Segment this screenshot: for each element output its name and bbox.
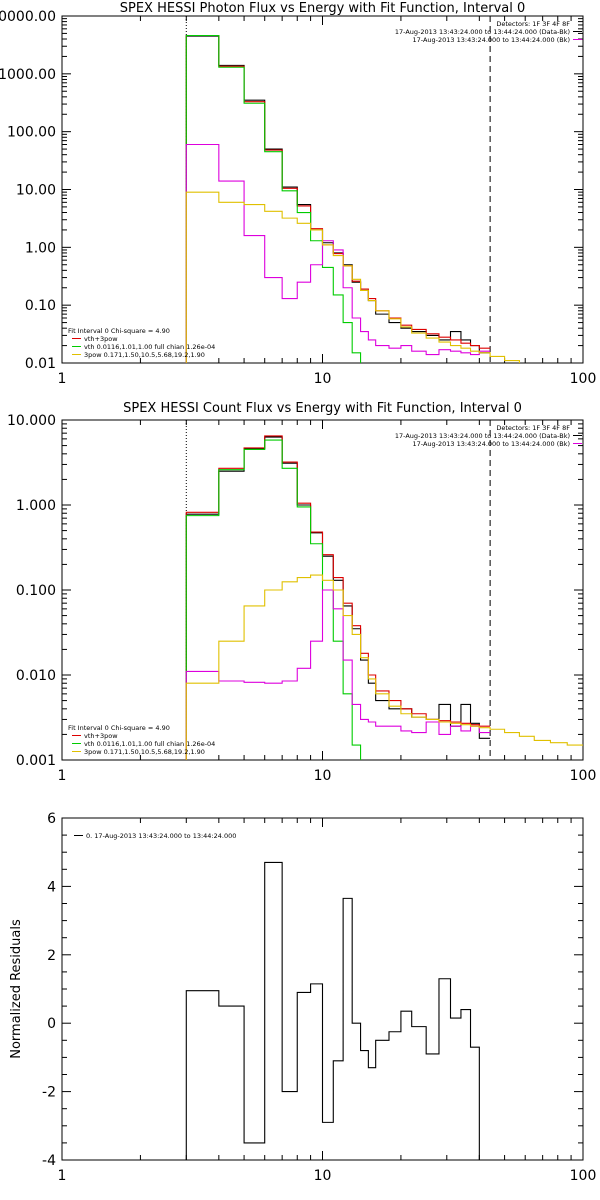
- y-tick-label: 1.00: [25, 240, 56, 256]
- series-group: [185, 861, 480, 1160]
- series-line-1: [185, 35, 491, 363]
- legend: Fit Interval 0 Chi-square = 4.90: [68, 327, 170, 335]
- y-axis-ticks: [62, 18, 583, 364]
- chart-panel-1: SPEX HESSI Photon Flux vs Energy with Fi…: [0, 1, 597, 387]
- chart-title: SPEX HESSI Count Flux vs Energy with Fit…: [123, 401, 522, 416]
- x-tick-label: 10: [314, 371, 332, 387]
- y-tick-label: 0.01: [25, 356, 56, 372]
- x-axis-ticks: [61, 818, 572, 1160]
- legend-entry: 17-Aug-2013 13:43:24.000 to 13:44:24.000…: [413, 36, 570, 44]
- y-tick-label: 0.10: [25, 298, 56, 314]
- chart-title: SPEX HESSI Photon Flux vs Energy with Fi…: [120, 1, 526, 16]
- series-group: [185, 34, 520, 363]
- legend-entry: Detectors: 1F 3F 4F 8F: [496, 20, 570, 28]
- x-axis-ticks: [61, 420, 572, 760]
- legend: Detectors: 1F 3F 4F 8F: [496, 20, 570, 28]
- legend: 17-Aug-2013 13:43:24.000 to 13:44:24.000…: [395, 432, 582, 448]
- legend-entry: Fit Interval 0 Chi-square = 4.90: [68, 327, 170, 335]
- series-line-3: [185, 34, 362, 363]
- y-tick-label: 4: [47, 879, 56, 895]
- legend: 17-Aug-2013 13:43:24.000 to 13:44:24.000…: [395, 28, 582, 44]
- legend-entry: Fit Interval 0 Chi-square = 4.90: [68, 724, 170, 732]
- series-line-5: [185, 191, 520, 363]
- y-tick-label: -2: [42, 1085, 56, 1101]
- x-tick-label: 100: [570, 1168, 597, 1184]
- x-tick-label: 10: [314, 1168, 332, 1184]
- legend-entry: 0. 17-Aug-2013 13:43:24.000 to 13:44:24.…: [86, 832, 236, 840]
- y-tick-label: 2: [47, 948, 56, 964]
- series-line-4: [185, 589, 491, 760]
- series-line-2: [185, 435, 491, 760]
- y-tick-label: -4: [42, 1153, 56, 1169]
- chart-panel-2: SPEX HESSI Count Flux vs Energy with Fit…: [7, 401, 597, 784]
- series-group: [185, 435, 583, 760]
- x-tick-label: 1: [58, 371, 67, 387]
- x-axis-ticks: [61, 16, 572, 363]
- y-tick-label: 10.000: [7, 413, 56, 429]
- chart-panel-3: 1 10 100 -4 -2 0 2 4 6 Normalized Residuals 0. 17-…: [9, 811, 597, 1184]
- legend-entry: 17-Aug-2013 13:43:24.000 to 13:44:24.000…: [413, 440, 570, 448]
- y-tick-label: 0.100: [16, 583, 56, 599]
- y-tick-label: 0: [47, 1016, 56, 1032]
- legend-entry: vth+3pow: [84, 732, 118, 740]
- legend-entry: 17-Aug-2013 13:43:24.000 to 13:44:24.000…: [395, 432, 570, 440]
- legend-entry: 3pow 0.171,1.50,10.5,5.68,19.2,1.90: [84, 748, 205, 756]
- legend-entry: vth+3pow: [84, 335, 118, 343]
- series-line-2: [185, 34, 491, 363]
- y-tick-label: 10.00: [16, 183, 56, 199]
- series-line-3: [185, 439, 362, 760]
- legend-entry: 3pow 0.171,1.50,10.5,5.68,19.2,1.90: [84, 351, 205, 359]
- y-axis-label: Normalized Residuals: [9, 919, 24, 1059]
- y-tick-label: 0.001: [16, 753, 56, 769]
- x-tick-label: 100: [570, 371, 597, 387]
- legend: 0. 17-Aug-2013 13:43:24.000 to 13:44:24.…: [74, 832, 236, 840]
- legend-entry: 17-Aug-2013 13:43:24.000 to 13:44:24.000…: [395, 28, 570, 36]
- series-line-1: [185, 436, 491, 760]
- x-tick-label: 10: [314, 768, 332, 784]
- legend-entry: Detectors: 1F 3F 4F 8F: [496, 424, 570, 432]
- series-line-5: [185, 574, 583, 760]
- legend: Detectors: 1F 3F 4F 8F: [496, 424, 570, 432]
- x-tick-label: 1: [58, 768, 67, 784]
- legend-entry: vth 0.0116,1.01,1.00 full chian 1.26e-04: [84, 740, 215, 748]
- series-line-4: [185, 143, 491, 363]
- y-tick-label: 6: [47, 811, 56, 827]
- y-tick-label: 100.00: [7, 125, 56, 141]
- y-tick-label: 1.000: [16, 498, 56, 514]
- y-tick-label: 1000.00: [0, 67, 56, 83]
- series-line-1: [185, 861, 480, 1160]
- legend: Fit Interval 0 Chi-square = 4.90: [68, 724, 170, 732]
- y-axis-ticks: [62, 423, 583, 761]
- y-tick-label: 0.010: [16, 668, 56, 684]
- plot-frame: [61, 15, 584, 364]
- y-axis-ticks: [62, 817, 583, 1161]
- x-tick-label: 100: [570, 768, 597, 784]
- x-tick-label: 1: [58, 1168, 67, 1184]
- y-tick-label: 10000.00: [0, 9, 56, 25]
- legend-entry: vth 0.0116,1.01,1.00 full chian 1.26e-04: [84, 343, 215, 351]
